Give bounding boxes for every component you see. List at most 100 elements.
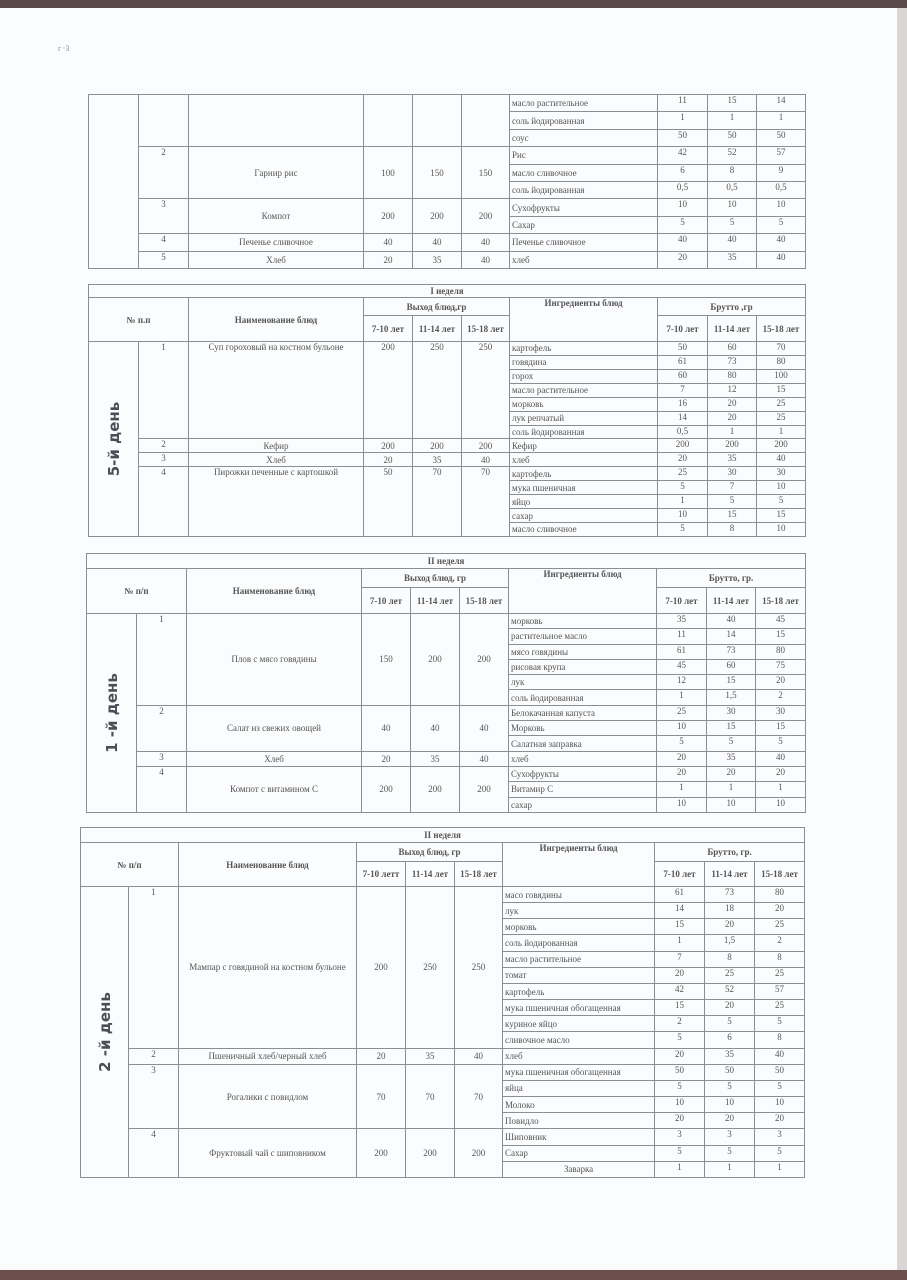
ingredient-brutto: 40: [754, 750, 807, 767]
dish-yield: 200: [363, 340, 413, 440]
ingredient-brutto: 40: [706, 612, 756, 630]
table-row: 4 Компот с витамином С 200 200 200 Сухофрукты…: [87, 765, 807, 814]
dish-yield: 70: [454, 1063, 503, 1130]
header-brutto-age: 15-18 лет: [756, 315, 806, 342]
ingredient-brutto: 2: [753, 934, 806, 952]
ingredient-name: хлеб: [509, 452, 658, 468]
header-brutto-age: 11-14 лет: [704, 861, 755, 887]
ingredient-brutto: 10: [756, 521, 806, 538]
ingredient-brutto: 35: [707, 250, 757, 270]
ingredient-name: морковь: [508, 612, 657, 630]
ingredient-name: Витамир С: [508, 781, 657, 798]
ingredient-brutto: 1,5: [706, 689, 756, 706]
ingredient-brutto: 30: [707, 466, 757, 482]
table-row: сливочное масло 5 6 8: [81, 1031, 806, 1049]
dish-name: Пшеничный хлеб/черный хлеб: [178, 1047, 357, 1065]
ingredient-brutto: 0,5: [756, 180, 806, 200]
dish-yield: 200: [459, 613, 509, 706]
ingredient-brutto: 40: [756, 452, 806, 468]
table-row: 2 Гарнир рис 100 150 150 Рис 42 52 57: [89, 146, 806, 200]
ingredient-brutto: 80: [753, 885, 806, 904]
ingredient-brutto: 25: [657, 466, 708, 482]
dish-number: [138, 93, 189, 148]
ingredient-brutto: 1: [656, 689, 707, 706]
ingredient-brutto: 50: [753, 1063, 806, 1081]
table-row: яйца 5 5 5: [81, 1079, 806, 1098]
dish-yield: 70: [412, 466, 462, 537]
dish-number: 2: [138, 438, 189, 454]
dish-yield: 250: [405, 886, 455, 1049]
ingredient-brutto: 57: [756, 146, 806, 165]
ingredient-name: томат: [502, 966, 655, 984]
ingredient-brutto: 60: [707, 341, 757, 356]
ingredient-brutto: 8: [753, 950, 806, 968]
ingredient-name: картофель: [509, 341, 658, 356]
dish-yield: 200: [461, 438, 510, 454]
ingredient-brutto: 35: [704, 1047, 755, 1065]
header-yield-age: 15-18 лет: [454, 861, 503, 887]
header-brutto-age: 15-18 лет: [753, 861, 806, 887]
dish-number: 1: [138, 340, 189, 440]
header-dish-name: Наименование блюд: [186, 568, 362, 614]
ingredient-brutto: 10: [704, 1096, 755, 1114]
table-row: лук 14 18 20: [81, 902, 806, 920]
header-num: № п.п: [88, 297, 189, 342]
dish-yield: 100: [363, 146, 413, 200]
ingredient-brutto: 35: [707, 452, 757, 468]
ingredient-name: соль йодированная: [508, 689, 657, 706]
ingredient-brutto: 52: [704, 982, 755, 1001]
ingredient-name: говядина: [509, 354, 658, 370]
dish-number: 3: [136, 750, 187, 767]
table-row: 4 Фруктовый чай с шиповником 200 200 200 Шипо…: [81, 1128, 806, 1178]
dish-yield: 35: [412, 452, 462, 468]
ingredient-brutto: 10: [706, 796, 756, 814]
dish-yield: 150: [361, 613, 411, 706]
dish-number: 2: [138, 146, 189, 200]
ingredient-brutto: 5: [706, 735, 756, 752]
header-num: № п/п: [86, 568, 187, 614]
ingredient-brutto: 8: [707, 521, 757, 538]
ingredient-brutto: 7: [654, 950, 705, 968]
table-row: 4 Печенье сливочное 40 40 40 Печенье сливочно…: [89, 233, 806, 252]
table-row: растительное масло 11 14 15: [87, 628, 807, 645]
ingredient-brutto: 25: [753, 918, 806, 936]
ingredient-brutto: 1: [657, 494, 708, 510]
dish-yield: 50: [363, 466, 413, 537]
dish-yield: 200: [363, 198, 413, 235]
ingredient-brutto: 5: [657, 215, 708, 235]
ingredient-brutto: 100: [756, 368, 806, 384]
ingredient-name: хлеб: [509, 250, 658, 270]
dish-name: Кефир: [188, 438, 364, 454]
header-brutto-age: 7-10 лет: [657, 315, 708, 342]
ingredient-brutto: 73: [706, 643, 756, 660]
ingredient-name: Морковь: [508, 720, 657, 737]
ingredient-brutto: 73: [707, 354, 757, 370]
header-yield-age: 11-14 лет: [410, 587, 460, 614]
dish-yield: [412, 93, 462, 148]
ingredient-brutto: 3: [654, 1128, 705, 1146]
week-title: II неделя: [79, 827, 806, 843]
ingredient-brutto: 42: [654, 982, 705, 1001]
ingredient-brutto: 20: [707, 396, 757, 412]
ingredient-name: Белокачанная капуста: [508, 704, 657, 722]
ingredient-brutto: 14: [706, 628, 756, 645]
ingredient-brutto: 50: [657, 128, 708, 148]
ingredient-name: куриное яйцо: [502, 1015, 655, 1033]
dish-yield: 150: [412, 146, 462, 200]
ingredient-name: Сахар: [509, 215, 658, 235]
ingredient-brutto: 20: [707, 410, 757, 426]
ingredient-brutto: 25: [704, 966, 755, 984]
ingredient-name: масло растительное: [509, 382, 658, 398]
ingredient-brutto: 75: [754, 658, 807, 676]
ingredient-name: мука пшеничная обогащенная: [502, 999, 655, 1017]
ingredient-brutto: 80: [754, 643, 807, 660]
dish-number: 4: [136, 765, 187, 814]
ingredient-brutto: 18: [704, 902, 755, 920]
ingredient-brutto: 6: [704, 1031, 755, 1049]
ingredient-name: картофель: [502, 982, 655, 1001]
header-yield: Выход блюд, гр: [356, 842, 503, 862]
dish-yield: 40: [454, 1047, 503, 1065]
ingredient-brutto: 25: [756, 410, 806, 426]
header-ingredients: Ингредиенты блюд: [508, 568, 657, 614]
table-row: Морковь 10 15 15: [87, 720, 807, 737]
